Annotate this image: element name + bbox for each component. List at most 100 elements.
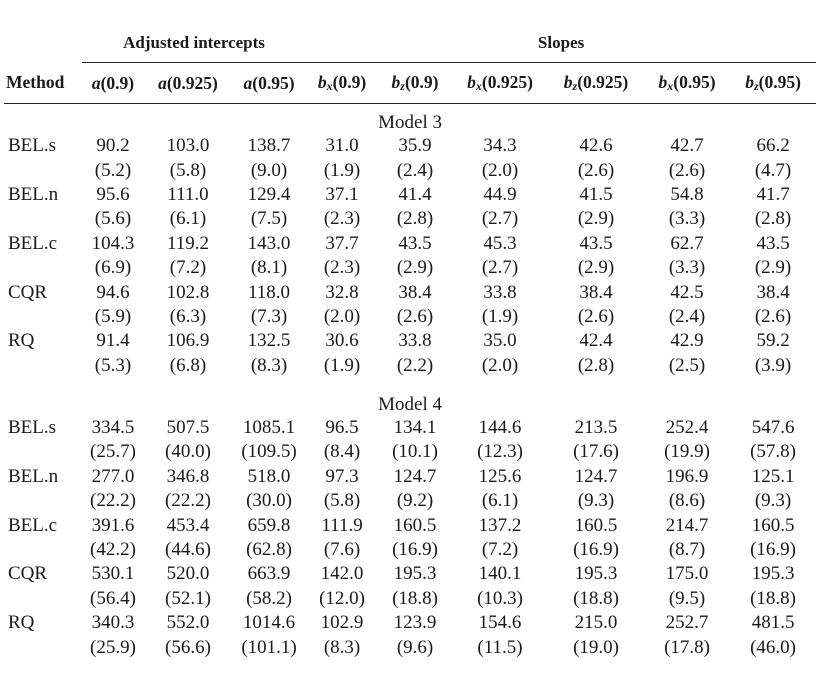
column-header: a(0.925) bbox=[144, 62, 232, 104]
value-cell: 97.3 bbox=[325, 465, 359, 487]
se-cell: (2.3) bbox=[323, 257, 361, 279]
se-spacer-cell bbox=[4, 587, 82, 611]
se-spacer-cell bbox=[4, 489, 82, 513]
table-row-se: (6.9) (7.2) (8.1) (2.3) (2.9) (2.7) (2.9) (3.3)… bbox=[4, 256, 816, 280]
table-row-se: (5.9) (6.3) (7.3) (2.0) (2.6) (1.9) (2.6) (2.4)… bbox=[4, 305, 816, 329]
value-cell: 38.4 bbox=[756, 281, 790, 303]
value-cell: 124.7 bbox=[574, 465, 618, 487]
value-cell: 154.6 bbox=[478, 612, 522, 634]
se-cell: (22.2) bbox=[90, 490, 136, 512]
value-cell: 129.4 bbox=[247, 183, 291, 205]
se-cell: (1.9) bbox=[323, 159, 361, 181]
value-cell: 481.5 bbox=[751, 612, 795, 634]
se-cell: (56.4) bbox=[90, 587, 136, 609]
method-cell: RQ bbox=[8, 330, 35, 352]
value-cell: 41.7 bbox=[756, 183, 790, 205]
se-cell: (8.4) bbox=[323, 441, 361, 463]
se-cell: (12.3) bbox=[477, 441, 523, 463]
se-cell: (5.8) bbox=[323, 490, 361, 512]
se-cell: (52.1) bbox=[165, 587, 211, 609]
value-cell: 106.9 bbox=[166, 330, 210, 352]
value-cell: 54.8 bbox=[670, 183, 704, 205]
column-header-subscript: x bbox=[667, 79, 674, 93]
se-cell: (2.8) bbox=[396, 208, 434, 230]
section-title: Model 3 bbox=[378, 112, 442, 133]
value-cell: 520.0 bbox=[166, 563, 210, 585]
se-cell: (58.2) bbox=[246, 587, 292, 609]
method-cell: RQ bbox=[8, 612, 35, 634]
value-cell: 252.7 bbox=[665, 612, 709, 634]
column-header: a(0.9) bbox=[82, 62, 144, 104]
se-cell: (30.0) bbox=[246, 490, 292, 512]
value-cell: 103.0 bbox=[166, 135, 210, 157]
value-cell: 35.9 bbox=[398, 135, 432, 157]
se-cell: (8.3) bbox=[323, 636, 361, 658]
se-cell: (40.0) bbox=[165, 441, 211, 463]
value-cell: 35.0 bbox=[483, 330, 517, 352]
se-cell: (6.1) bbox=[169, 208, 207, 230]
value-cell: 38.4 bbox=[398, 281, 432, 303]
column-header: bx(0.95) bbox=[644, 62, 731, 104]
column-header-subscript: z bbox=[572, 79, 578, 93]
value-cell: 43.5 bbox=[579, 232, 613, 254]
value-cell: 125.1 bbox=[751, 465, 795, 487]
se-cell: (6.8) bbox=[169, 354, 207, 376]
se-cell: (7.6) bbox=[323, 539, 361, 561]
se-cell: (10.1) bbox=[392, 441, 438, 463]
column-header-symbol: b bbox=[745, 72, 754, 92]
se-cell: (7.2) bbox=[169, 257, 207, 279]
column-header-argument: (0.925) bbox=[481, 72, 533, 92]
value-cell: 37.1 bbox=[325, 183, 359, 205]
se-cell: (9.2) bbox=[396, 490, 434, 512]
method-cell: BEL.s bbox=[8, 417, 57, 439]
value-cell: 94.6 bbox=[96, 281, 130, 303]
value-cell: 96.5 bbox=[325, 417, 359, 439]
value-cell: 30.6 bbox=[325, 330, 359, 352]
se-cell: (17.6) bbox=[573, 441, 619, 463]
value-cell: 42.5 bbox=[670, 281, 704, 303]
table-row: CQR 530.1 520.0 663.9 142.0 195.3 140.1 195.3 17… bbox=[4, 562, 816, 586]
se-cell: (3.3) bbox=[668, 257, 706, 279]
value-cell: 391.6 bbox=[91, 514, 135, 536]
se-cell: (3.9) bbox=[754, 354, 792, 376]
value-cell: 160.5 bbox=[751, 514, 795, 536]
se-cell: (57.8) bbox=[750, 441, 797, 463]
section-gap-cell bbox=[4, 378, 816, 386]
se-spacer-cell bbox=[4, 538, 82, 562]
column-header-symbol: b bbox=[658, 72, 668, 92]
se-cell: (7.3) bbox=[250, 305, 288, 327]
se-cell: (2.6) bbox=[754, 305, 792, 327]
value-cell: 41.5 bbox=[579, 183, 613, 205]
value-cell: 160.5 bbox=[393, 514, 437, 536]
se-spacer-cell bbox=[4, 440, 82, 464]
value-cell: 102.9 bbox=[320, 612, 364, 634]
se-cell: (101.1) bbox=[241, 636, 297, 658]
se-cell: (6.3) bbox=[169, 305, 207, 327]
se-cell: (9.5) bbox=[668, 587, 706, 609]
value-cell: 277.0 bbox=[91, 465, 135, 487]
value-cell: 195.3 bbox=[574, 563, 618, 585]
value-cell: 124.7 bbox=[393, 465, 437, 487]
method-cell: BEL.s bbox=[8, 135, 57, 157]
column-header: bx(0.925) bbox=[452, 62, 549, 104]
value-cell: 663.9 bbox=[247, 563, 291, 585]
se-cell: (9.6) bbox=[396, 636, 434, 658]
column-header-subscript: x bbox=[475, 79, 482, 93]
table-row-se: (5.6) (6.1) (7.5) (2.3) (2.8) (2.7) (2.9) (3.3)… bbox=[4, 207, 816, 231]
column-header: bx(0.9) bbox=[306, 62, 379, 104]
se-cell: (8.6) bbox=[668, 490, 706, 512]
table-row: BEL.c 391.6 453.4 659.8 111.9 160.5 137.2 160.5… bbox=[4, 513, 816, 537]
column-header-argument: (0.95) bbox=[673, 72, 716, 92]
se-cell: (46.0) bbox=[750, 636, 797, 658]
column-header-symbol: a bbox=[91, 72, 101, 93]
method-cell: BEL.n bbox=[8, 465, 59, 487]
value-cell: 62.7 bbox=[670, 232, 704, 254]
value-cell: 453.4 bbox=[166, 514, 210, 536]
value-cell: 160.5 bbox=[574, 514, 618, 536]
se-cell: (2.0) bbox=[481, 159, 519, 181]
se-spacer-cell bbox=[4, 635, 82, 659]
value-cell: 37.7 bbox=[325, 232, 359, 254]
column-header: bz(0.9) bbox=[378, 62, 453, 104]
value-cell: 340.3 bbox=[91, 612, 135, 634]
se-cell: (16.9) bbox=[750, 539, 797, 561]
